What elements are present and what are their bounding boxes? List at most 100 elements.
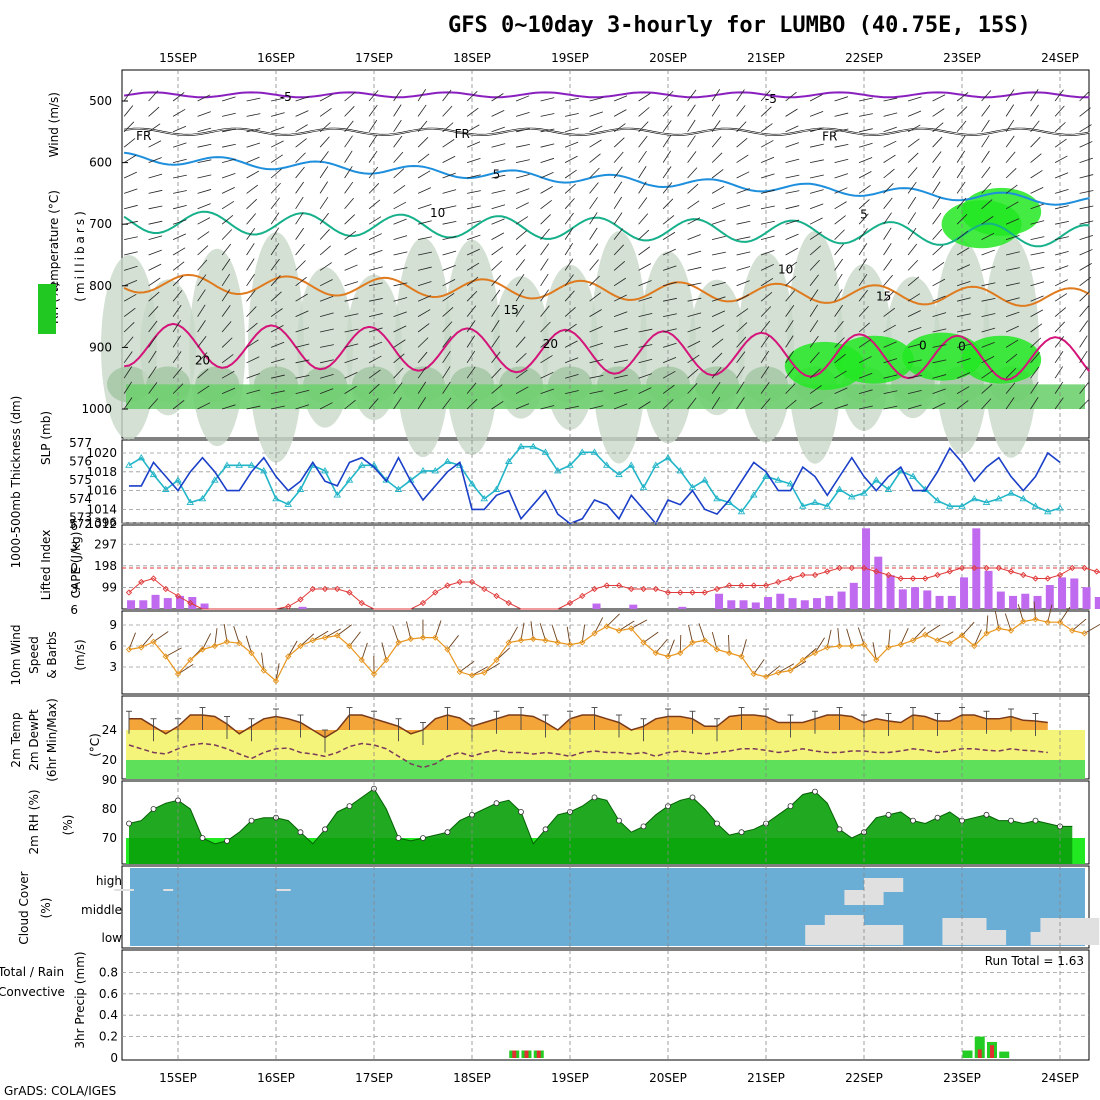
wind-barb <box>271 97 285 102</box>
wind-barb <box>834 143 849 148</box>
wind-barb <box>662 399 674 410</box>
wind-barb <box>687 368 699 379</box>
ylabel-precip: 3hr Precip (mm) <box>73 951 87 1048</box>
temp-tick: 24 <box>102 723 117 737</box>
cape-bar <box>874 556 883 609</box>
dewpoint-line <box>128 742 1048 769</box>
rh-side-labels: 2m RH (%) <box>27 789 41 854</box>
wind-barb <box>932 151 942 163</box>
wind-barb <box>564 227 574 240</box>
wind-barb-10m <box>361 642 368 661</box>
li-marker <box>860 564 868 572</box>
ylabel-cloud-unit: (%) <box>39 898 53 919</box>
wind-barb <box>760 382 770 394</box>
li-tick: 3 <box>70 540 78 554</box>
wind-barb <box>589 167 600 179</box>
wind-barb <box>736 154 749 163</box>
wind-barb <box>221 243 232 256</box>
wind-barb <box>1054 250 1069 256</box>
wind-barb <box>515 403 530 410</box>
wind-barb <box>344 181 354 194</box>
wind-speed-marker <box>174 670 182 678</box>
li-marker <box>726 582 733 589</box>
wind-barb <box>932 94 946 102</box>
wind-speed-marker <box>1081 630 1088 637</box>
cape-tick: 99 <box>102 580 117 594</box>
wind-barb <box>319 122 331 133</box>
wind-barb <box>638 246 651 256</box>
wind-barb <box>981 119 990 133</box>
wind-speed-marker <box>138 644 145 651</box>
cape-bar <box>911 587 920 609</box>
wind-barb <box>295 374 310 379</box>
wind-barb-10m <box>753 659 765 675</box>
ylabel-thickness: 1000-500mb Thickness (dm) <box>9 396 23 569</box>
wind-barb <box>785 190 800 194</box>
wind-barb <box>809 127 824 133</box>
wind-barb <box>932 295 946 302</box>
li-tick: 6 <box>70 603 78 617</box>
wind-barb <box>246 128 261 133</box>
rh-marker <box>1008 817 1014 824</box>
wind-barb <box>932 122 944 133</box>
wind-barb <box>761 220 775 225</box>
wind-barb-10m <box>1047 604 1053 623</box>
wind-barb <box>491 260 503 271</box>
wind-barb <box>295 260 306 271</box>
wind-barb <box>687 250 702 256</box>
contour-label: 20 <box>543 337 558 351</box>
wind-barb <box>907 110 922 117</box>
thickness-bottom-tick: 572 <box>69 517 92 531</box>
cloud-block <box>276 889 291 891</box>
wind-barb <box>736 366 745 379</box>
thickness-line-marker <box>272 494 280 502</box>
wind-barb <box>123 121 135 133</box>
wind-barb <box>736 251 751 256</box>
wind-barb <box>491 232 505 240</box>
wind-barb <box>859 97 873 102</box>
wind-barb <box>638 280 652 287</box>
wind-barb <box>540 172 554 179</box>
li-tick: 0 <box>70 561 78 575</box>
wind-barb <box>564 198 575 210</box>
cloud-side-labels: Cloud Cover (%) <box>17 871 53 944</box>
wind-barb-10m <box>1004 613 1012 631</box>
date-label-top: 22SEP <box>845 51 883 65</box>
wind-barb <box>540 97 555 102</box>
wind-barb <box>148 189 163 194</box>
li-marker <box>775 578 782 586</box>
wind-barb <box>932 328 947 333</box>
wind-side-labels: 10m Wind Speed & Barbs (m/s) <box>9 625 87 686</box>
wind-barb <box>540 321 551 333</box>
wind-speed-marker <box>946 640 953 647</box>
wind-speed-marker <box>701 637 708 644</box>
li-marker <box>811 571 819 579</box>
li-marker <box>432 589 439 596</box>
wind-barb <box>123 322 135 333</box>
wind-barb <box>638 296 653 302</box>
wind-barb <box>1079 174 1094 179</box>
wind-barb <box>1079 141 1093 148</box>
wind-barb <box>638 328 653 333</box>
li-marker <box>1020 571 1027 579</box>
wind-barb <box>344 150 353 163</box>
wind-barb <box>907 310 921 317</box>
wind-speed-marker <box>824 644 831 651</box>
wind-barb <box>246 306 257 317</box>
li-marker <box>909 575 917 582</box>
contour-label: 0 <box>919 338 927 352</box>
wind-barb <box>393 89 402 102</box>
date-label-top: 23SEP <box>943 51 981 65</box>
wind-speed-marker <box>995 625 1002 632</box>
thickness-line-marker <box>884 485 893 492</box>
wind-barb <box>834 289 843 302</box>
wind-barb <box>662 105 673 117</box>
wind-barb <box>809 203 824 210</box>
wind-speed-marker <box>554 639 561 646</box>
li-marker <box>1093 568 1100 575</box>
wind-barb <box>956 358 971 364</box>
wind-barb <box>124 251 138 256</box>
slp-tick: 1014 <box>86 502 117 516</box>
wind-barb <box>148 382 158 394</box>
isotherm-line <box>123 91 1090 99</box>
